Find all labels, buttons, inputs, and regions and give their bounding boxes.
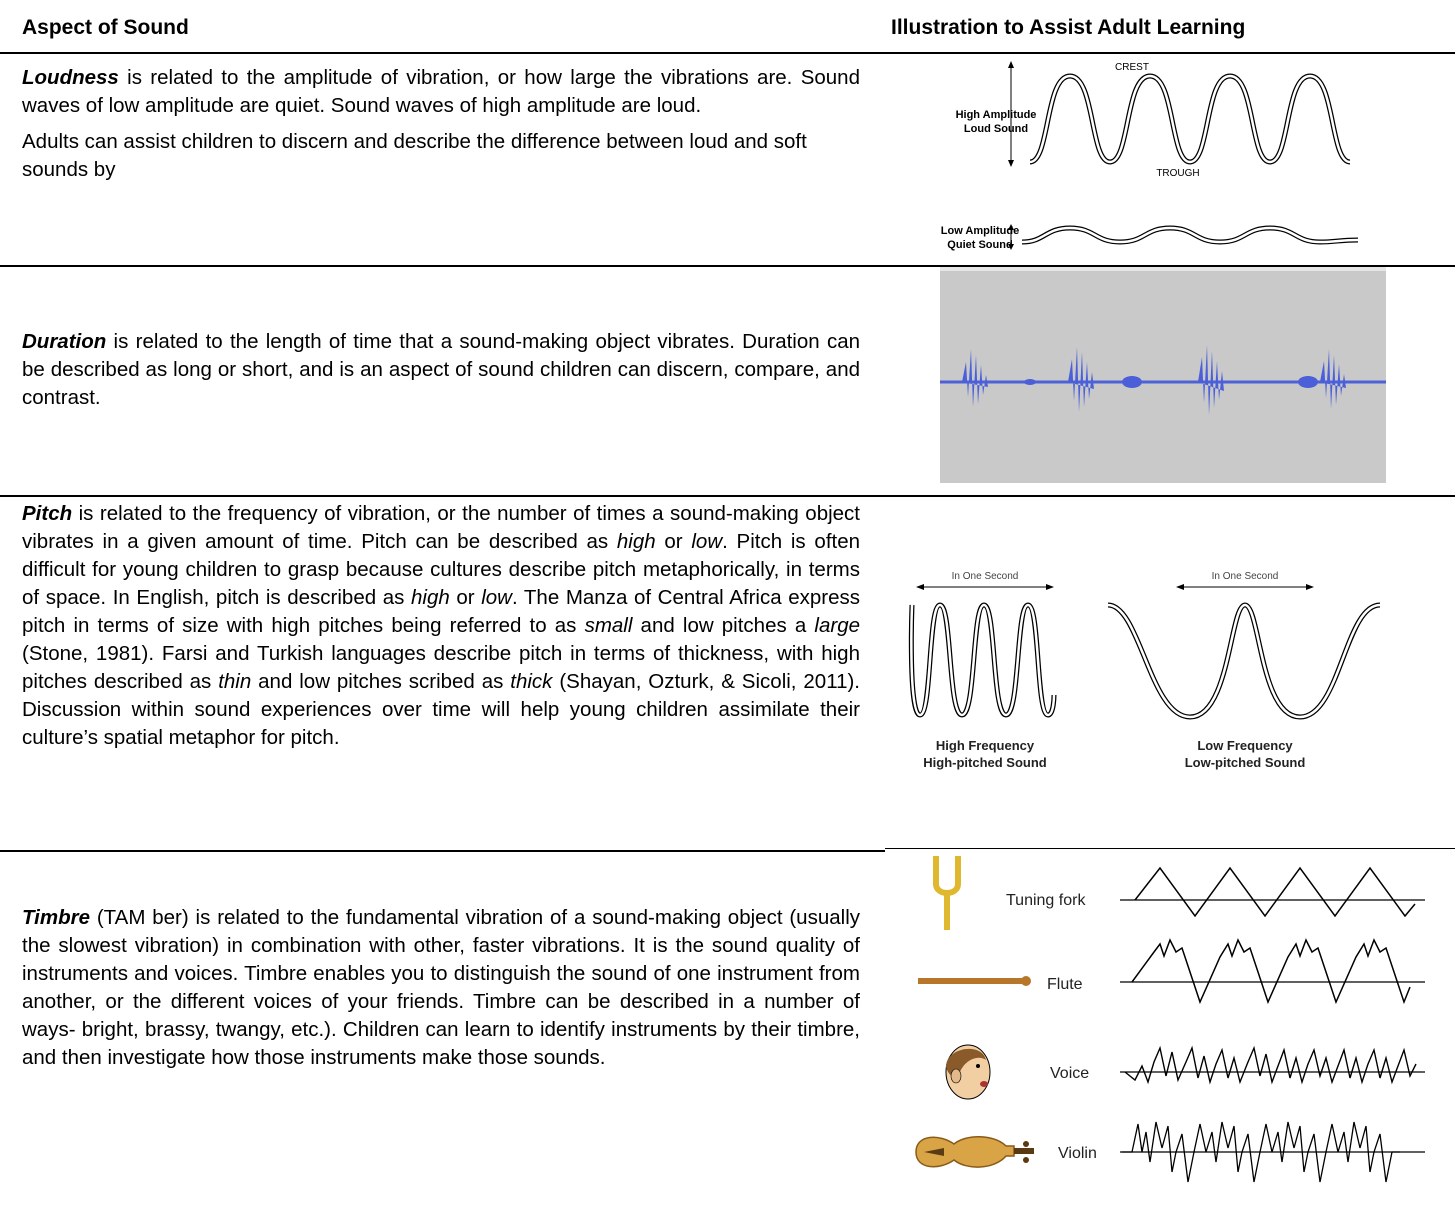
voice-label: Voice — [1050, 1065, 1089, 1082]
quiet-sound-label: Quiet Sound — [947, 239, 1012, 251]
violin-icon — [916, 1137, 1034, 1167]
flute-icon — [918, 976, 1031, 986]
one-second-label-high: In One Second — [952, 571, 1019, 582]
tuning-fork-icon — [936, 856, 958, 930]
low-frequency-label: Low Frequency — [1197, 738, 1293, 753]
table-header: Aspect of Sound Illustration to Assist A… — [0, 0, 1455, 54]
loudness-adult-note: Adults can assist children to discern an… — [22, 128, 860, 184]
high-amplitude-label: High Amplitude — [956, 109, 1037, 121]
high-frequency-label: High Frequency — [936, 738, 1035, 753]
timbre-illustration: Tuning fork Flute Voice Violin — [910, 852, 1430, 1197]
duration-description: Duration is related to the length of tim… — [22, 328, 860, 412]
loudness-term: Loudness — [22, 66, 119, 89]
violin-label: Violin — [1058, 1145, 1097, 1162]
frequency-illustration: In One Second In One Second High Frequen… — [900, 555, 1420, 785]
flute-label: Flute — [1047, 976, 1083, 993]
column-header-illustration: Illustration to Assist Adult Learning — [891, 16, 1245, 40]
row-divider — [0, 495, 1455, 497]
pitch-description: Pitch is related to the frequency of vib… — [22, 500, 860, 752]
pitch-term: Pitch — [22, 502, 72, 525]
tuning-fork-label: Tuning fork — [1006, 892, 1086, 909]
timbre-term: Timbre — [22, 906, 90, 929]
duration-waveform-image — [940, 267, 1386, 483]
one-second-label-low: In One Second — [1212, 571, 1279, 582]
column-header-aspect: Aspect of Sound — [22, 16, 189, 40]
row-divider-illustration — [885, 848, 1455, 849]
low-amplitude-label: Low Amplitude — [941, 225, 1019, 237]
trough-label: TROUGH — [1156, 168, 1199, 179]
high-pitched-label: High-pitched Sound — [923, 755, 1047, 770]
loudness-description: Loudness is related to the amplitude of … — [22, 64, 860, 184]
duration-term: Duration — [22, 330, 106, 353]
voice-face-icon — [946, 1045, 990, 1099]
loud-sound-label: Loud Sound — [964, 123, 1028, 135]
row-divider — [0, 850, 885, 852]
amplitude-illustration: High Amplitude Loud Sound CREST TROUGH L… — [930, 58, 1370, 258]
timbre-description: Timbre (TAM ber) is related to the funda… — [22, 904, 860, 1072]
crest-label: CREST — [1115, 62, 1149, 73]
low-pitched-label: Low-pitched Sound — [1185, 755, 1306, 770]
